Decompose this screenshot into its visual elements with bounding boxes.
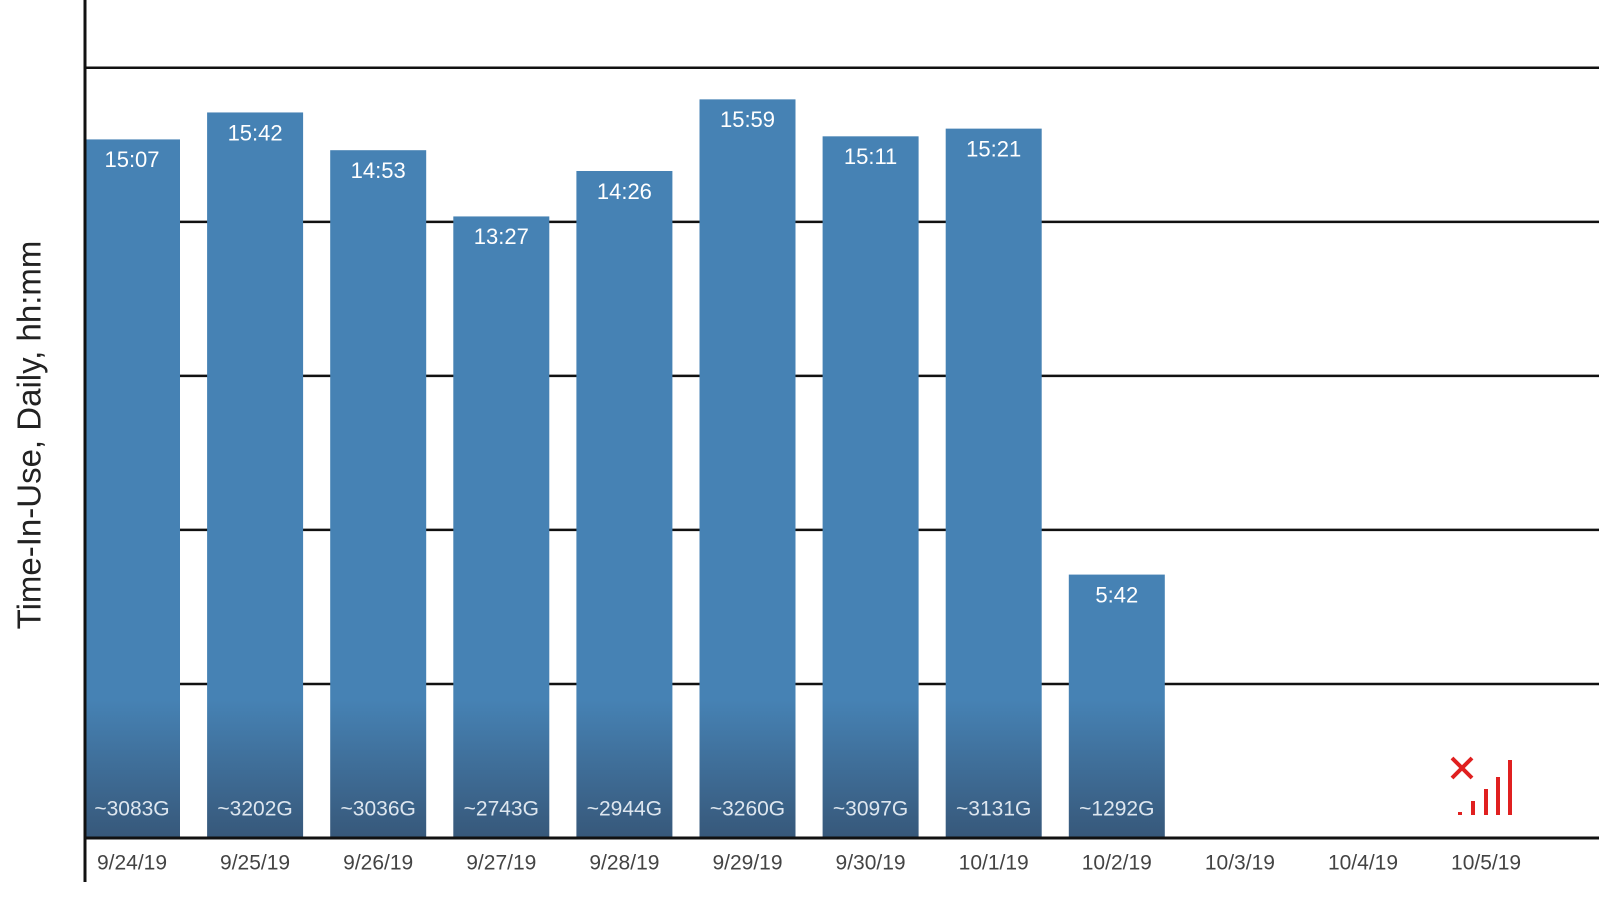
bar <box>453 216 550 838</box>
x-tick-label: 9/29/19 <box>712 852 782 875</box>
bar-note: ~3202G <box>217 798 292 821</box>
no-signal-icon <box>1450 756 1512 815</box>
bar <box>84 139 180 839</box>
x-tick-label: 10/3/19 <box>1205 852 1275 875</box>
value-label: 15:21 <box>966 136 1021 161</box>
x-tick-label: 9/30/19 <box>836 852 906 875</box>
x-tick-label: 10/1/19 <box>959 852 1029 875</box>
value-label: 5:42 <box>1095 582 1138 607</box>
bar <box>576 170 673 839</box>
value-label: 14:53 <box>351 158 406 183</box>
bar-note: ~1292G <box>1079 798 1154 821</box>
x-tick-label: 10/5/19 <box>1451 852 1521 875</box>
bar <box>207 112 304 838</box>
value-label: 15:07 <box>104 147 159 172</box>
bar-note: ~3131G <box>956 798 1031 821</box>
bar-note: ~3097G <box>833 798 908 821</box>
x-tick-label: 9/24/19 <box>97 852 167 875</box>
x-tick-label: 9/28/19 <box>589 852 659 875</box>
x-tick-label: 9/26/19 <box>343 852 413 875</box>
value-label: 15:59 <box>720 107 775 132</box>
bar <box>945 128 1042 838</box>
bar-note: ~3260G <box>710 798 785 821</box>
value-label: 14:26 <box>597 179 652 204</box>
x-tick-label: 10/4/19 <box>1328 852 1398 875</box>
bar-note: ~3083G <box>94 798 169 821</box>
bar-note: ~2944G <box>587 798 662 821</box>
bar-note: ~2743G <box>464 798 539 821</box>
bar-note: ~3036G <box>341 798 416 821</box>
x-tick-label: 9/27/19 <box>466 852 536 875</box>
bar <box>822 136 919 838</box>
x-tick-label: 9/25/19 <box>220 852 290 875</box>
y-axis-label: Time-In-Use, Daily, hh:mm <box>11 241 48 630</box>
bar <box>1068 574 1165 838</box>
value-label: 15:11 <box>844 144 897 169</box>
x-tick-label: 10/2/19 <box>1082 852 1152 875</box>
bar <box>330 150 427 839</box>
bar <box>699 99 796 838</box>
value-label: 15:42 <box>228 120 283 145</box>
value-label: 13:27 <box>474 224 529 249</box>
